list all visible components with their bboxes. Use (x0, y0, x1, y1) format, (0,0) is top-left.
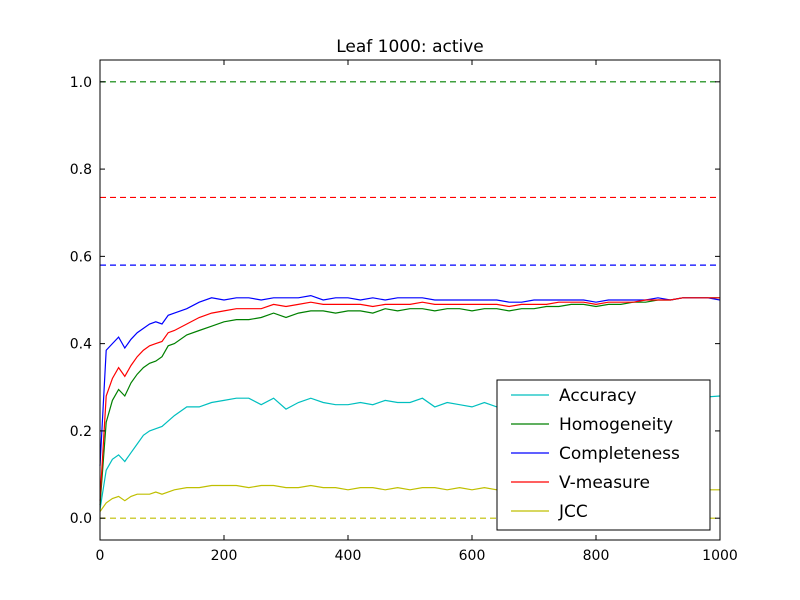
legend-box (496, 379, 711, 531)
series-line-homogeneity (99, 297, 720, 506)
y-tick-label: 0.6 (70, 249, 92, 265)
y-tick-label: 0.2 (70, 424, 92, 440)
series-line-completeness (99, 294, 721, 466)
x-tick-label: 200 (211, 548, 238, 564)
y-tick-label: 0.4 (70, 337, 92, 353)
axes: 0 200 400 600 800 1000 0.0 0.2 0.4 0.6 0.8 1.0 (70, 59, 738, 564)
legend-label: V-measure (559, 473, 650, 493)
x-tick-label: 1000 (702, 548, 738, 564)
x-tick-label: 400 (335, 548, 362, 564)
legend-label: JCC (558, 502, 588, 522)
chart-title: Leaf 1000: active (336, 37, 484, 57)
y-tick-label: 1.0 (70, 75, 92, 91)
series-line-v-measure (99, 297, 720, 501)
y-tick-label: 0.8 (70, 162, 92, 178)
reference-lines (100, 81, 720, 519)
legend-label: Homogeneity (559, 415, 673, 435)
legend: Accuracy Homogeneity Completeness V-measure… (496, 379, 711, 531)
y-tick-label: 0.0 (70, 511, 92, 527)
x-tick-label: 600 (459, 548, 486, 564)
legend-label: Accuracy (559, 386, 637, 406)
x-tick-label: 0 (96, 548, 105, 564)
legend-label: Completeness (559, 444, 680, 464)
plot-frame (99, 59, 721, 541)
x-tick-label: 800 (583, 548, 610, 564)
